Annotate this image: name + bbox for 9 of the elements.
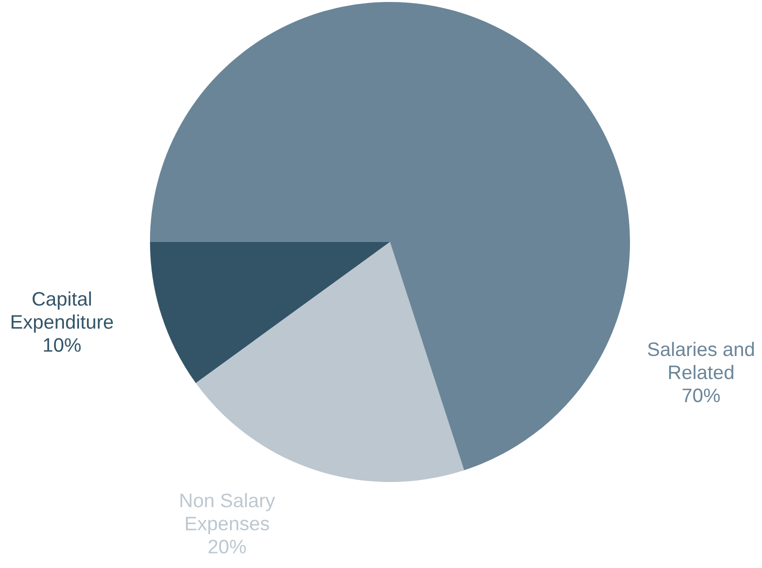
- pie-slice: [150, 242, 390, 384]
- slice-label: Non Salary Expenses: [180, 493, 276, 534]
- slice-label: Capital Expenditure: [12, 291, 113, 333]
- slice-label: Salaries and Related: [648, 342, 754, 380]
- data-label: 20%: [208, 540, 246, 554]
- pie-slice: [150, 2, 630, 470]
- data-label: 70%: [682, 388, 720, 402]
- data-label: 10%: [44, 338, 81, 352]
- pie-slice: [196, 242, 464, 482]
